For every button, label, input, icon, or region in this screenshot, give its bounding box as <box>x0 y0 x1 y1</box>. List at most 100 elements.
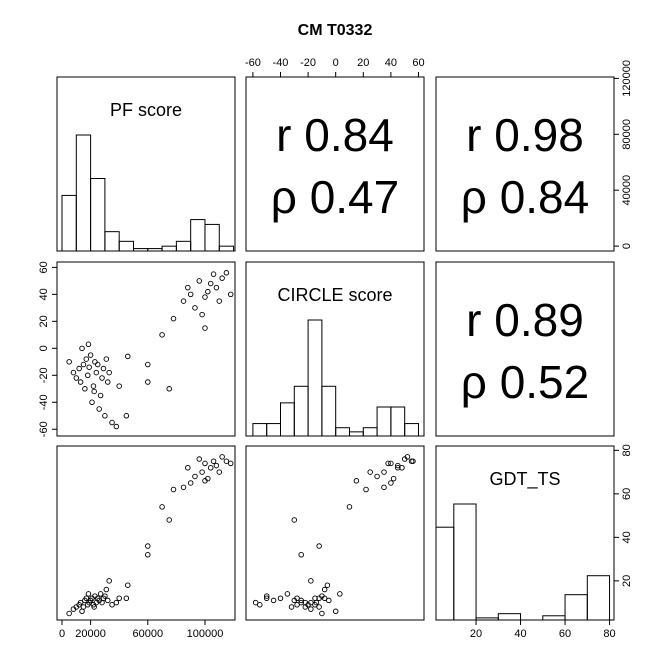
point <box>227 460 234 467</box>
hist-bar <box>161 245 177 251</box>
point <box>170 486 177 493</box>
point <box>90 383 97 389</box>
point <box>106 369 112 376</box>
point <box>94 361 101 368</box>
y-tick-label: 120000 <box>621 60 633 97</box>
point <box>96 406 102 412</box>
y-tick-label: -60 <box>38 421 50 437</box>
panel <box>245 76 425 252</box>
point <box>76 365 82 372</box>
point <box>207 280 214 287</box>
hist-bar <box>175 240 192 251</box>
point <box>192 473 198 480</box>
hist-bar <box>586 575 611 620</box>
y-tick-label: 20 <box>38 315 50 327</box>
point <box>70 369 77 376</box>
hist-bar <box>390 406 406 436</box>
hist-bar <box>266 423 281 436</box>
point <box>97 591 104 597</box>
y-tick-label: 20 <box>621 575 633 587</box>
correlation-label: ρ 0.47 <box>271 171 399 223</box>
point <box>109 602 115 608</box>
point <box>105 597 111 604</box>
point <box>106 578 112 584</box>
hist-bar <box>61 194 77 251</box>
point <box>381 469 387 475</box>
point <box>332 608 339 615</box>
correlation-label: r 0.89 <box>466 294 584 346</box>
point <box>145 552 151 558</box>
hist-bar <box>497 613 522 620</box>
point <box>223 270 230 276</box>
point <box>288 604 295 610</box>
point <box>219 454 225 460</box>
hist-bar <box>279 402 295 436</box>
x-tick-label: -60 <box>245 57 261 69</box>
point <box>316 543 322 549</box>
point <box>367 469 373 475</box>
y-tick-label: -40 <box>38 394 50 410</box>
histogram <box>61 134 235 251</box>
hist-bar <box>348 431 364 436</box>
y-tick-label: 80 <box>621 444 633 456</box>
point <box>263 593 270 599</box>
point <box>103 356 110 362</box>
hist-bar <box>564 594 588 620</box>
point <box>113 423 120 430</box>
panel <box>435 76 615 252</box>
x-tick-label: -20 <box>300 57 316 69</box>
hist-bar <box>376 406 392 436</box>
point <box>145 379 151 385</box>
point <box>399 465 405 471</box>
point <box>180 298 187 304</box>
hist-bar <box>90 178 106 251</box>
point <box>83 595 90 602</box>
point <box>223 458 230 464</box>
x-tick-label: 80 <box>603 628 615 640</box>
point <box>166 517 172 523</box>
hist-bar <box>335 427 350 436</box>
point <box>196 278 203 284</box>
point <box>213 284 220 291</box>
hist-bar <box>362 427 378 436</box>
point <box>185 284 191 291</box>
point <box>180 484 187 491</box>
hist-bar <box>307 319 323 436</box>
point <box>79 345 85 352</box>
point <box>77 379 84 385</box>
y-tick-label: 0 <box>621 243 633 249</box>
hist-bar <box>436 526 455 620</box>
panel <box>435 261 615 437</box>
point <box>298 597 304 604</box>
point <box>145 543 151 549</box>
point <box>92 359 98 365</box>
hist-bar <box>75 134 92 251</box>
point <box>257 602 263 608</box>
x-tick-label: 60000 <box>132 628 163 640</box>
point <box>103 586 110 593</box>
point <box>252 599 259 606</box>
point <box>91 604 97 610</box>
point <box>284 591 291 597</box>
point <box>123 413 130 419</box>
point <box>170 315 177 322</box>
hist-bar <box>404 423 419 436</box>
y-tick-label: 40000 <box>621 175 633 206</box>
y-tick-label: 40 <box>621 531 633 543</box>
x-tick-label: 40 <box>385 57 397 69</box>
point <box>390 475 397 482</box>
point <box>159 504 165 510</box>
point <box>388 460 394 467</box>
point <box>294 602 300 608</box>
x-tick-label: 20 <box>357 57 369 69</box>
hist-bar <box>218 245 235 251</box>
correlation-label: r 0.84 <box>276 109 394 161</box>
point <box>312 595 318 602</box>
hist-bar <box>147 248 163 251</box>
point <box>85 591 92 597</box>
point <box>321 586 328 593</box>
variable-label: PF score <box>110 100 182 120</box>
hist-bar <box>104 231 120 251</box>
scatter <box>66 454 234 617</box>
point <box>216 298 223 304</box>
